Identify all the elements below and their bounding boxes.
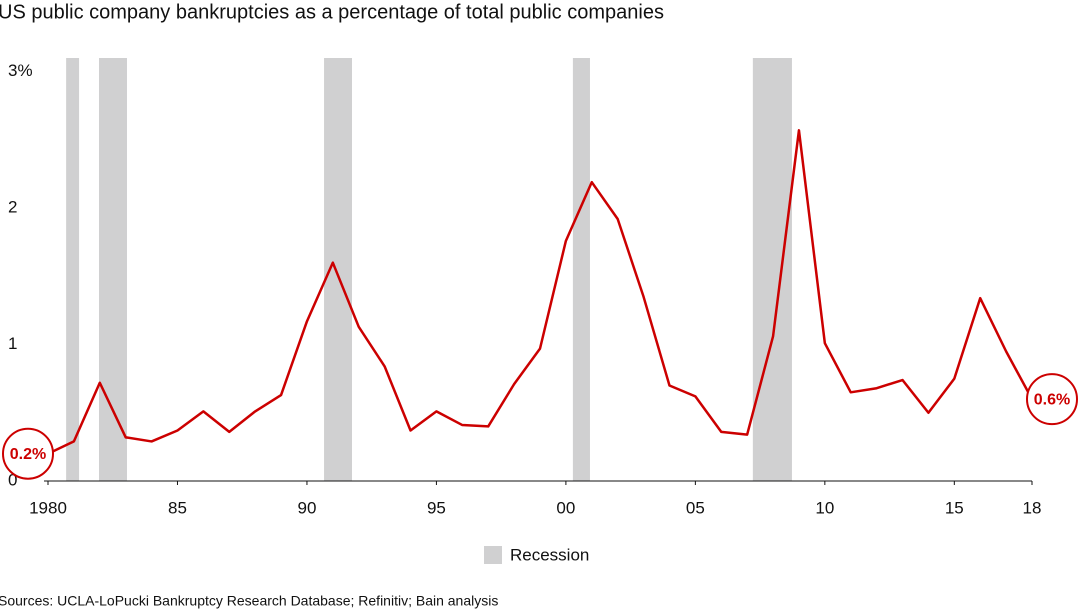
x-tick-label: 15 bbox=[945, 498, 964, 517]
source-note: Sources: UCLA-LoPucki Bankruptcy Researc… bbox=[0, 593, 498, 609]
annotation-circle bbox=[1026, 373, 1078, 426]
x-tick-label: 95 bbox=[427, 498, 446, 517]
series-line bbox=[47, 129, 1034, 455]
chart-title: US public company bankruptcies as a perc… bbox=[0, 1, 664, 23]
x-tick-label: 1980 bbox=[29, 498, 67, 517]
y-tick-label: 2 bbox=[8, 198, 17, 217]
value-label: 0.6% bbox=[1034, 391, 1070, 408]
annotation-circle bbox=[2, 427, 54, 480]
legend-swatch bbox=[484, 546, 502, 564]
x-tick-label: 90 bbox=[297, 498, 316, 517]
recession-band bbox=[99, 58, 127, 481]
recession-band bbox=[752, 58, 792, 481]
recession-band bbox=[572, 58, 590, 481]
x-tick-label: 05 bbox=[686, 498, 705, 517]
recession-band bbox=[324, 58, 353, 481]
x-tick-label: 85 bbox=[168, 498, 187, 517]
y-tick-label: 0 bbox=[8, 470, 17, 489]
legend-label: Recession bbox=[510, 545, 589, 564]
x-tick-label: 10 bbox=[815, 498, 834, 517]
y-tick-label: 3% bbox=[8, 61, 33, 80]
x-tick-label: 00 bbox=[556, 498, 575, 517]
value-label: 0.2% bbox=[10, 446, 46, 463]
recession-band bbox=[66, 58, 80, 481]
y-tick-label: 1 bbox=[8, 334, 17, 353]
x-tick-label: 18 bbox=[1023, 498, 1042, 517]
